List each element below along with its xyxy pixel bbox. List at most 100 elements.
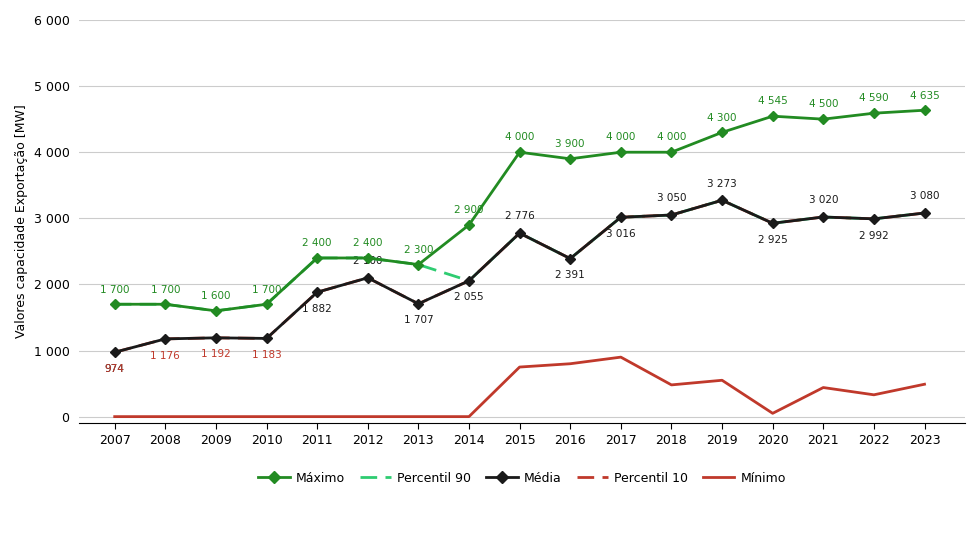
Percentil 10 bbox=[868, 216, 880, 222]
Percentil 90 bbox=[514, 230, 525, 236]
Mínimo bbox=[464, 413, 475, 420]
Text: 1 700: 1 700 bbox=[100, 284, 129, 295]
Text: 4 300: 4 300 bbox=[708, 113, 737, 123]
Máximo bbox=[665, 149, 677, 156]
Percentil 90 bbox=[464, 277, 475, 284]
Máximo bbox=[160, 301, 172, 307]
Máximo bbox=[210, 307, 221, 314]
Percentil 90 bbox=[615, 214, 627, 221]
Text: 4 000: 4 000 bbox=[505, 133, 534, 142]
Média bbox=[615, 214, 627, 221]
Média bbox=[464, 277, 475, 284]
Percentil 90 bbox=[210, 307, 221, 314]
Máximo bbox=[817, 116, 829, 123]
Máximo bbox=[918, 107, 930, 114]
Text: 1 700: 1 700 bbox=[151, 284, 180, 295]
Text: 974: 974 bbox=[105, 364, 124, 374]
Text: 1 882: 1 882 bbox=[302, 304, 332, 314]
Text: 2 100: 2 100 bbox=[353, 256, 382, 266]
Mínimo bbox=[564, 361, 576, 367]
Média bbox=[312, 289, 323, 296]
Percentil 90 bbox=[109, 301, 121, 307]
Percentil 10 bbox=[514, 230, 525, 236]
Máximo bbox=[464, 222, 475, 228]
Text: 4 545: 4 545 bbox=[758, 96, 788, 106]
Mínimo bbox=[716, 377, 728, 384]
Média bbox=[514, 230, 525, 236]
Máximo bbox=[564, 156, 576, 162]
Máximo bbox=[413, 261, 424, 268]
Mínimo bbox=[918, 381, 930, 388]
Percentil 90 bbox=[362, 255, 373, 262]
Percentil 10 bbox=[362, 274, 373, 281]
Mínimo bbox=[665, 381, 677, 388]
Percentil 90 bbox=[160, 301, 172, 307]
Text: 4 635: 4 635 bbox=[909, 91, 940, 100]
Média bbox=[564, 255, 576, 262]
Média bbox=[413, 300, 424, 307]
Mínimo bbox=[261, 413, 272, 420]
Text: 2 925: 2 925 bbox=[758, 235, 788, 245]
Text: 1 192: 1 192 bbox=[201, 349, 231, 360]
Máximo bbox=[766, 113, 778, 119]
Máximo bbox=[514, 149, 525, 156]
Mínimo bbox=[868, 391, 880, 398]
Text: 1 707: 1 707 bbox=[404, 315, 433, 325]
Text: 974: 974 bbox=[105, 364, 124, 374]
Percentil 10 bbox=[817, 213, 829, 220]
Text: 1 183: 1 183 bbox=[252, 350, 281, 360]
Média bbox=[918, 209, 930, 216]
Percentil 90 bbox=[817, 213, 829, 220]
Text: 2 300: 2 300 bbox=[404, 245, 433, 255]
Máximo bbox=[716, 129, 728, 136]
Média bbox=[868, 216, 880, 222]
Mínimo bbox=[312, 413, 323, 420]
Percentil 90 bbox=[868, 216, 880, 222]
Percentil 10 bbox=[109, 349, 121, 356]
Mínimo bbox=[766, 410, 778, 417]
Text: 4 500: 4 500 bbox=[808, 100, 838, 109]
Text: 4 000: 4 000 bbox=[607, 133, 635, 142]
Média bbox=[766, 220, 778, 227]
Mínimo bbox=[817, 384, 829, 391]
Text: 1 600: 1 600 bbox=[201, 291, 230, 301]
Mínimo bbox=[210, 413, 221, 420]
Text: 4 000: 4 000 bbox=[657, 133, 686, 142]
Máximo bbox=[615, 149, 627, 156]
Média bbox=[261, 335, 272, 342]
Mínimo bbox=[615, 354, 627, 361]
Percentil 10 bbox=[615, 214, 627, 221]
Text: 3 050: 3 050 bbox=[657, 193, 686, 203]
Text: 2 992: 2 992 bbox=[859, 231, 889, 240]
Percentil 90 bbox=[564, 255, 576, 262]
Percentil 90 bbox=[312, 255, 323, 262]
Percentil 10 bbox=[312, 289, 323, 296]
Máximo bbox=[362, 255, 373, 262]
Text: 2 391: 2 391 bbox=[556, 270, 585, 280]
Line: Média: Média bbox=[112, 197, 928, 356]
Máximo bbox=[109, 301, 121, 307]
Percentil 10 bbox=[413, 300, 424, 307]
Text: 2 400: 2 400 bbox=[303, 238, 332, 248]
Line: Máximo: Máximo bbox=[112, 107, 928, 314]
Mínimo bbox=[514, 363, 525, 370]
Line: Percentil 90: Percentil 90 bbox=[115, 200, 924, 311]
Line: Percentil 10: Percentil 10 bbox=[115, 200, 924, 352]
Percentil 10 bbox=[564, 255, 576, 262]
Text: 1 176: 1 176 bbox=[151, 351, 180, 361]
Média bbox=[817, 213, 829, 220]
Percentil 90 bbox=[665, 212, 677, 218]
Percentil 10 bbox=[766, 220, 778, 227]
Text: 2 055: 2 055 bbox=[454, 292, 484, 302]
Mínimo bbox=[160, 413, 172, 420]
Média bbox=[210, 334, 221, 341]
Média bbox=[665, 212, 677, 218]
Percentil 90 bbox=[766, 220, 778, 227]
Percentil 10 bbox=[464, 277, 475, 284]
Máximo bbox=[312, 255, 323, 262]
Percentil 10 bbox=[160, 335, 172, 342]
Percentil 10 bbox=[665, 212, 677, 218]
Line: Mínimo: Mínimo bbox=[115, 357, 924, 417]
Text: 2 400: 2 400 bbox=[353, 238, 382, 248]
Y-axis label: Valores capacidade Exportação [MW]: Valores capacidade Exportação [MW] bbox=[15, 105, 28, 338]
